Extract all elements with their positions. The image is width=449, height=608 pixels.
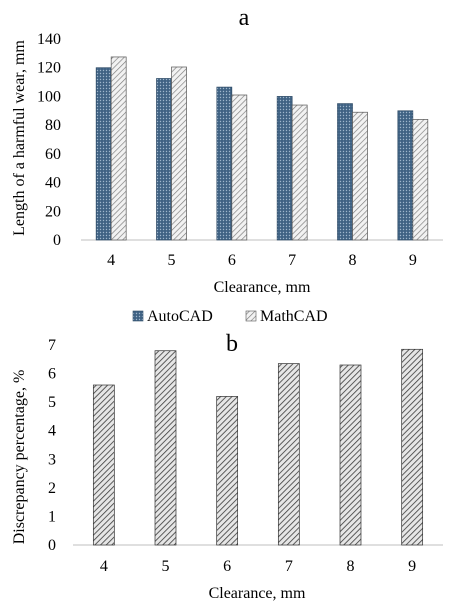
bar-autocad-8 bbox=[337, 103, 353, 241]
bar-autocad-4 bbox=[95, 67, 112, 241]
y-tick-label: 0 bbox=[48, 537, 56, 554]
y-tick-label: 60 bbox=[45, 146, 61, 163]
y-tick-label: 100 bbox=[37, 88, 61, 105]
legend: AutoCAD MathCAD bbox=[132, 308, 328, 325]
x-tick-label: 6 bbox=[223, 558, 231, 575]
y-tick-label: 0 bbox=[53, 232, 61, 249]
y-tick-label: 80 bbox=[45, 117, 61, 134]
x-tick-label: 7 bbox=[288, 252, 296, 269]
chart-panel-b: b Discrepancy percentage, % 0 1 2 3 4 5 6 7 4 5 6… bbox=[11, 331, 443, 602]
bar-autocad-7 bbox=[276, 96, 293, 241]
y-tick-labels: 0 1 2 3 4 5 6 7 bbox=[48, 337, 56, 554]
y-tick-label: 6 bbox=[48, 366, 56, 383]
bar-series-8 bbox=[339, 364, 362, 546]
y-tick-label: 4 bbox=[48, 423, 56, 440]
x-tick-label: 6 bbox=[228, 252, 236, 269]
bar-mathcad-8 bbox=[352, 111, 368, 241]
legend-swatch-mathcad bbox=[245, 310, 257, 322]
bar-mathcad-4 bbox=[110, 56, 127, 241]
y-tick-label: 140 bbox=[37, 31, 61, 48]
x-axis-label: Clearance, mm bbox=[214, 279, 311, 296]
x-tick-label: 5 bbox=[162, 558, 170, 575]
y-tick-label: 20 bbox=[45, 203, 61, 220]
bar-mathcad-6 bbox=[231, 94, 248, 241]
bars bbox=[95, 56, 429, 241]
y-axis-label: Discrepancy percentage, % bbox=[11, 370, 28, 545]
x-tick-label: 9 bbox=[408, 558, 416, 575]
chart-panel-a: a Length of a harmful wear, mm 020406080… bbox=[11, 5, 443, 325]
legend-swatch-autocad bbox=[132, 310, 144, 322]
legend-label-autocad: AutoCAD bbox=[147, 308, 213, 325]
y-tick-label: 3 bbox=[48, 451, 56, 468]
x-axis-label: Clearance, mm bbox=[209, 585, 306, 602]
bar-series-5 bbox=[154, 350, 177, 546]
x-tick-label: 5 bbox=[168, 252, 176, 269]
bars bbox=[92, 348, 424, 546]
bar-autocad-5 bbox=[156, 78, 172, 241]
x-tick-label: 8 bbox=[347, 558, 355, 575]
y-tick-label: 7 bbox=[48, 337, 56, 354]
bar-series-9 bbox=[401, 348, 424, 546]
x-tick-labels: 4 5 6 7 8 9 bbox=[107, 252, 417, 269]
x-tick-labels: 4 5 6 7 8 9 bbox=[100, 558, 416, 575]
y-axis-label: Length of a harmful wear, mm bbox=[11, 40, 28, 236]
x-tick-label: 4 bbox=[100, 558, 108, 575]
bar-series-6 bbox=[216, 396, 239, 546]
x-tick-label: 7 bbox=[285, 558, 293, 575]
bar-mathcad-9 bbox=[412, 119, 429, 241]
y-tick-labels: 0 20 40 60 80 100 120 140 bbox=[37, 31, 61, 249]
y-tick-label: 40 bbox=[45, 175, 61, 192]
x-tick-label: 4 bbox=[107, 252, 115, 269]
bar-mathcad-7 bbox=[291, 104, 308, 241]
x-tick-label: 9 bbox=[409, 252, 417, 269]
bar-autocad-6 bbox=[216, 86, 233, 241]
bar-autocad-9 bbox=[397, 110, 414, 241]
panel-label-b: b bbox=[226, 331, 238, 357]
x-tick-label: 8 bbox=[349, 252, 357, 269]
bar-series-7 bbox=[277, 363, 300, 546]
bar-mathcad-5 bbox=[171, 66, 187, 241]
y-tick-label: 5 bbox=[48, 394, 56, 411]
y-tick-label: 2 bbox=[48, 480, 56, 497]
y-tick-label: 1 bbox=[48, 508, 56, 525]
legend-label-mathcad: MathCAD bbox=[260, 308, 328, 325]
y-tick-label: 120 bbox=[37, 60, 61, 77]
panel-label-a: a bbox=[239, 5, 250, 31]
bar-series-4 bbox=[92, 384, 115, 546]
